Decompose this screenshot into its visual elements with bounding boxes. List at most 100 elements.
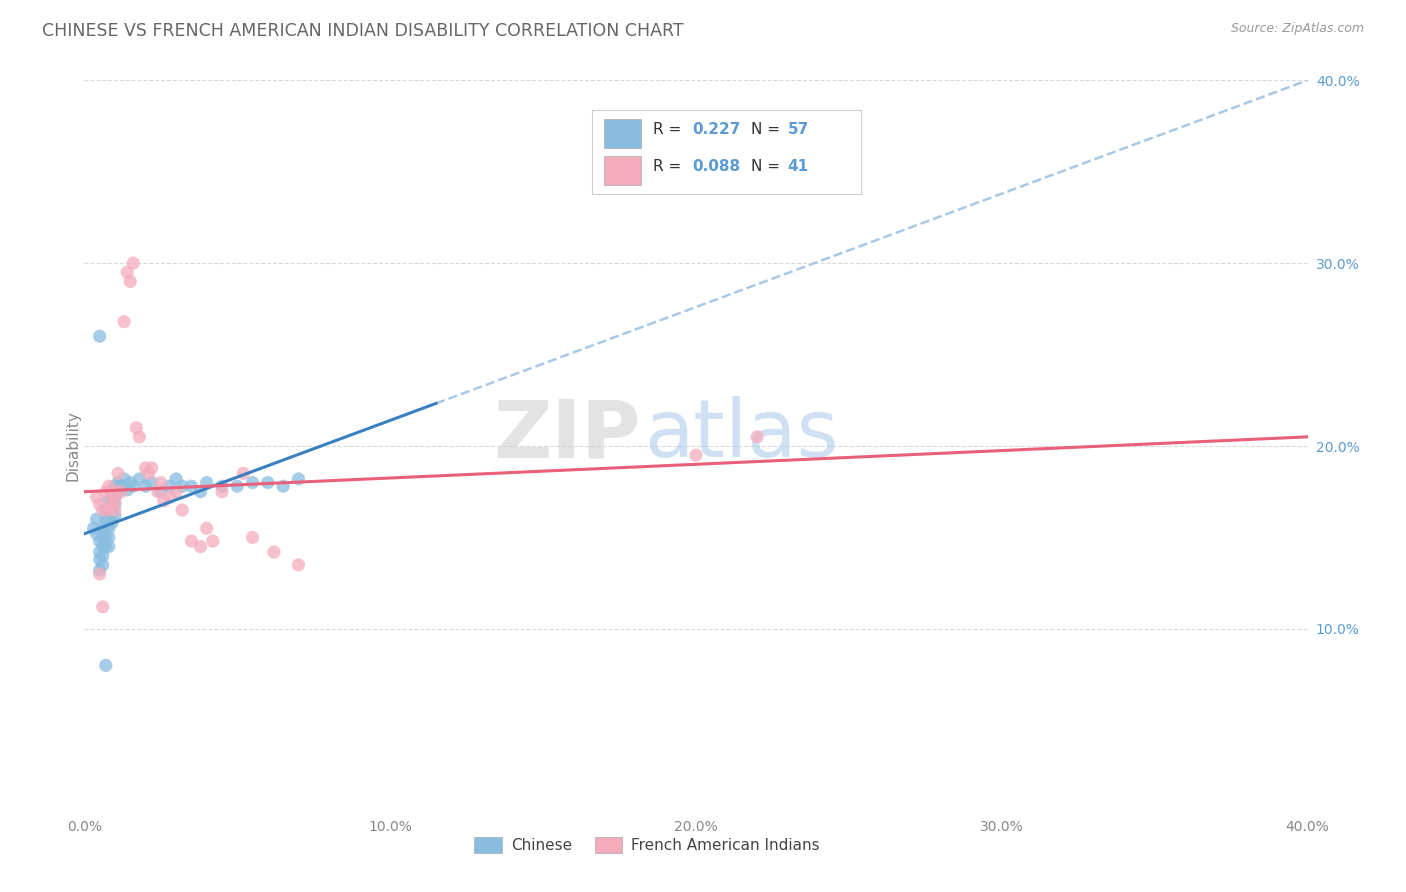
Point [97,521,120,535]
Point [89,534,111,549]
Point [97,503,120,517]
Point [257,475,280,490]
Point [83,521,105,535]
Point [115,265,138,279]
Point [122,479,145,493]
Text: N =: N = [751,159,785,174]
Point [104,479,127,493]
Point [135,479,157,493]
Point [120,275,142,289]
Point [165,484,187,499]
Point [112,315,135,329]
Point [101,490,124,504]
Point [115,483,138,497]
Point [120,475,142,490]
Point [125,421,148,435]
FancyBboxPatch shape [605,155,641,185]
Text: R =: R = [654,122,686,136]
Text: N =: N = [751,122,785,136]
Point [122,256,145,270]
Point [97,479,120,493]
Point [141,461,163,475]
Point [242,475,264,490]
Point [94,521,117,535]
Point [211,479,233,493]
Point [91,521,114,535]
Point [97,530,120,544]
Point [86,512,108,526]
Legend: Chinese, French American Indians: Chinese, French American Indians [468,830,827,859]
Point [128,472,150,486]
Point [101,498,124,512]
Point [104,494,127,508]
Point [94,658,117,673]
Point [180,534,202,549]
Point [232,467,254,481]
Point [112,472,135,486]
Point [172,503,194,517]
Point [138,467,160,481]
Point [110,479,132,493]
Point [149,484,172,499]
Point [94,512,117,526]
FancyBboxPatch shape [605,119,641,148]
Text: 0.088: 0.088 [692,159,741,174]
Text: 57: 57 [787,122,808,136]
Point [94,484,117,499]
Point [89,498,111,512]
Point [195,521,218,535]
Text: ZIP: ZIP [494,396,641,474]
Point [159,490,181,504]
Text: R =: R = [654,159,686,174]
Point [180,479,202,493]
Point [86,490,108,504]
Text: atlas: atlas [644,396,839,474]
Point [101,484,124,499]
Point [101,490,124,504]
Point [195,475,218,490]
Point [107,475,129,490]
Text: 41: 41 [787,159,808,174]
Point [89,552,111,566]
Point [104,503,127,517]
Point [146,484,169,499]
Point [242,530,264,544]
Point [149,475,172,490]
Point [101,507,124,521]
Point [97,503,120,517]
Point [141,475,163,490]
FancyBboxPatch shape [592,110,860,194]
Point [91,503,114,517]
Point [89,545,111,559]
Point [91,540,114,554]
Point [287,472,309,486]
Point [89,563,111,577]
Point [263,545,285,559]
Text: 0.227: 0.227 [692,122,741,136]
Point [91,599,114,614]
Point [153,494,176,508]
Point [91,558,114,572]
Point [89,567,111,582]
Point [110,484,132,499]
Point [190,540,212,554]
Point [94,530,117,544]
Point [104,498,127,512]
Point [101,516,124,530]
Point [287,558,309,572]
Point [190,484,212,499]
Point [104,484,127,499]
Point [94,503,117,517]
Point [91,530,114,544]
Point [107,467,129,481]
Text: CHINESE VS FRENCH AMERICAN INDIAN DISABILITY CORRELATION CHART: CHINESE VS FRENCH AMERICAN INDIAN DISABI… [42,22,683,40]
Point [135,461,157,475]
Text: Source: ZipAtlas.com: Source: ZipAtlas.com [1230,22,1364,36]
Point [211,484,233,499]
Point [104,508,127,523]
Point [747,430,769,444]
Point [165,472,187,486]
Point [97,540,120,554]
Point [101,498,124,512]
Point [104,490,127,504]
